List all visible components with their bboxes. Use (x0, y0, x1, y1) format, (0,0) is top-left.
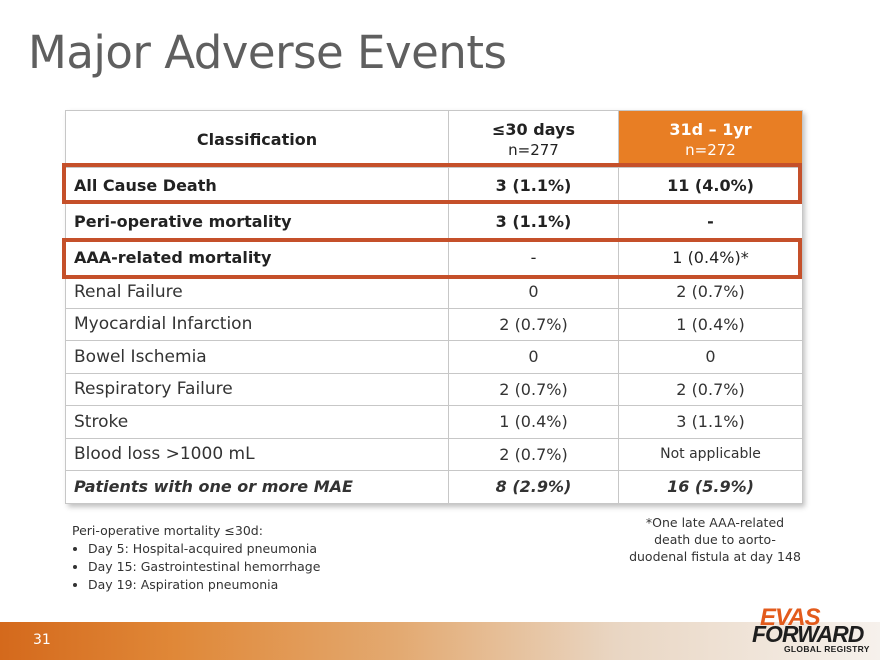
row-label: Blood loss >1000 mL (65, 437, 449, 471)
header-31d-1yr: 31d – 1yr n=272 (618, 110, 803, 168)
row-label: Patients with one or more MAE (65, 470, 449, 504)
row-value-30d: 0 (448, 275, 619, 309)
note-heading: Peri-operative mortality ≤30d: (72, 523, 263, 538)
row-value-1yr: 3 (1.1%) (618, 405, 803, 439)
row-value-1yr: 1 (0.4%)* (618, 239, 803, 276)
peri-operative-note: Peri-operative mortality ≤30d: Day 5: Ho… (72, 522, 320, 594)
header-30-days: ≤30 days n=277 (448, 110, 619, 168)
table-row: Blood loss >1000 mL 2 (0.7%) Not applica… (65, 437, 803, 471)
table-row: Bowel Ischemia 0 0 (65, 340, 803, 374)
logo-line2: FORWARD (752, 621, 864, 647)
table-row: Peri-operative mortality 3 (1.1%) - (65, 203, 803, 240)
row-value-30d: 1 (0.4%) (448, 405, 619, 439)
row-value-1yr: 16 (5.9%) (618, 470, 803, 504)
header-31d-1yr-title: 31d – 1yr (669, 119, 752, 139)
row-value-30d: 2 (0.7%) (448, 307, 619, 341)
table-row: Renal Failure 0 2 (0.7%) (65, 275, 803, 309)
footnote-line: duodenal fistula at day 148 (629, 549, 801, 564)
row-label: Bowel Ischemia (65, 340, 449, 374)
row-value-1yr: 1 (0.4%) (618, 307, 803, 341)
row-value-30d: 2 (0.7%) (448, 372, 619, 406)
table-header-row: Classification ≤30 days n=277 31d – 1yr … (65, 110, 803, 168)
evas-forward-logo: EVAS FORWARD GLOBAL REGISTRY (748, 604, 870, 656)
header-classification: Classification (65, 110, 449, 168)
footnote-line: death due to aorto- (654, 532, 776, 547)
footnote-line: *One late AAA-related (645, 515, 785, 530)
row-value-30d: 8 (2.9%) (448, 470, 619, 504)
table-row: Respiratory Failure 2 (0.7%) 2 (0.7%) (65, 372, 803, 406)
table-row: All Cause Death 3 (1.1%) 11 (4.0%) (65, 167, 803, 204)
list-item: Day 5: Hospital-acquired pneumonia (88, 540, 320, 558)
header-30-days-n: n=277 (508, 140, 559, 159)
row-value-30d: 2 (0.7%) (448, 437, 619, 471)
table-row-total: Patients with one or more MAE 8 (2.9%) 1… (65, 470, 803, 504)
row-value-1yr: 2 (0.7%) (618, 372, 803, 406)
footnote: *One late AAA-related death due to aorto… (620, 514, 810, 565)
logo-line1: EVAS (760, 604, 821, 631)
row-value-30d: 0 (448, 340, 619, 374)
highlight-box-aaa-mortality (62, 238, 802, 279)
row-value-1yr: 11 (4.0%) (618, 167, 803, 204)
row-value-1yr: - (618, 203, 803, 240)
row-label: Renal Failure (65, 275, 449, 309)
table-row: Stroke 1 (0.4%) 3 (1.1%) (65, 405, 803, 439)
table-row: Myocardial Infarction 2 (0.7%) 1 (0.4%) (65, 307, 803, 341)
slide-title: Major Adverse Events (28, 26, 507, 79)
row-value-30d: 3 (1.1%) (448, 167, 619, 204)
row-label: Myocardial Infarction (65, 307, 449, 341)
row-label: Respiratory Failure (65, 372, 449, 406)
header-30-days-title: ≤30 days (492, 119, 575, 139)
logo-line3: GLOBAL REGISTRY (784, 644, 870, 654)
row-value-1yr: 2 (0.7%) (618, 275, 803, 309)
list-item: Day 15: Gastrointestinal hemorrhage (88, 558, 320, 576)
row-label: Stroke (65, 405, 449, 439)
row-label: All Cause Death (65, 167, 449, 204)
row-value-1yr: Not applicable (618, 437, 803, 471)
row-value-1yr: 0 (618, 340, 803, 374)
row-label: Peri-operative mortality (65, 203, 449, 240)
page-number: 31 (33, 632, 51, 648)
header-31d-1yr-n: n=272 (685, 140, 736, 159)
footer-band (0, 622, 880, 660)
table-row: AAA-related mortality - 1 (0.4%)* (65, 239, 803, 276)
note-list: Day 5: Hospital-acquired pneumonia Day 1… (72, 540, 320, 594)
highlight-box-all-cause-death (62, 163, 802, 204)
row-value-30d: 3 (1.1%) (448, 203, 619, 240)
adverse-events-table: Classification ≤30 days n=277 31d – 1yr … (65, 110, 803, 504)
list-item: Day 19: Aspiration pneumonia (88, 576, 320, 594)
